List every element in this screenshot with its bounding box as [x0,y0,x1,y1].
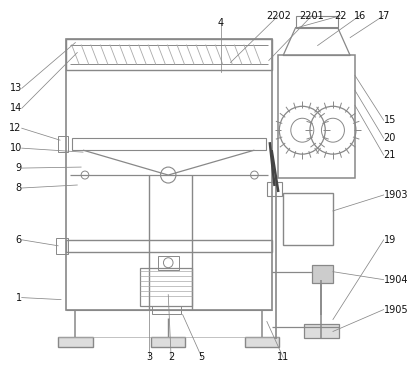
Text: 19: 19 [384,235,396,245]
Bar [58,136,68,152]
Text: 16: 16 [353,11,366,21]
Bar [278,56,355,178]
Bar [56,238,68,254]
Text: 1904: 1904 [384,274,408,285]
Text: 2: 2 [168,352,174,362]
Bar [152,306,181,314]
Text: 4: 4 [218,18,224,27]
Text: 6: 6 [16,235,22,245]
Text: 15: 15 [384,115,396,125]
Text: 1903: 1903 [384,190,408,200]
Text: 12: 12 [9,123,22,133]
Text: 1: 1 [16,293,22,303]
Text: 11: 11 [277,352,289,362]
Bar [296,16,338,27]
Bar [66,240,272,252]
Bar [66,39,272,70]
Bar [158,256,179,270]
Text: 21: 21 [384,150,396,160]
Text: 1905: 1905 [384,305,408,315]
Text: 14: 14 [9,103,22,113]
Text: 8: 8 [16,183,22,193]
Text: 5: 5 [199,352,205,362]
Bar [58,337,92,347]
Text: 13: 13 [9,83,22,93]
Text: 10: 10 [9,143,22,153]
Bar [66,39,272,309]
Text: 20: 20 [384,133,396,143]
Text: 2202: 2202 [266,11,291,21]
Bar [312,265,333,283]
Text: 2201: 2201 [300,11,324,21]
Bar [245,337,279,347]
Text: 17: 17 [377,11,390,21]
Text: 3: 3 [146,352,152,362]
Text: 9: 9 [16,163,22,173]
Bar [304,324,339,338]
Text: 22: 22 [334,11,347,21]
Bar [267,182,282,196]
Bar [72,138,266,150]
Bar [283,193,333,245]
Bar [139,268,192,306]
Bar [151,337,185,347]
